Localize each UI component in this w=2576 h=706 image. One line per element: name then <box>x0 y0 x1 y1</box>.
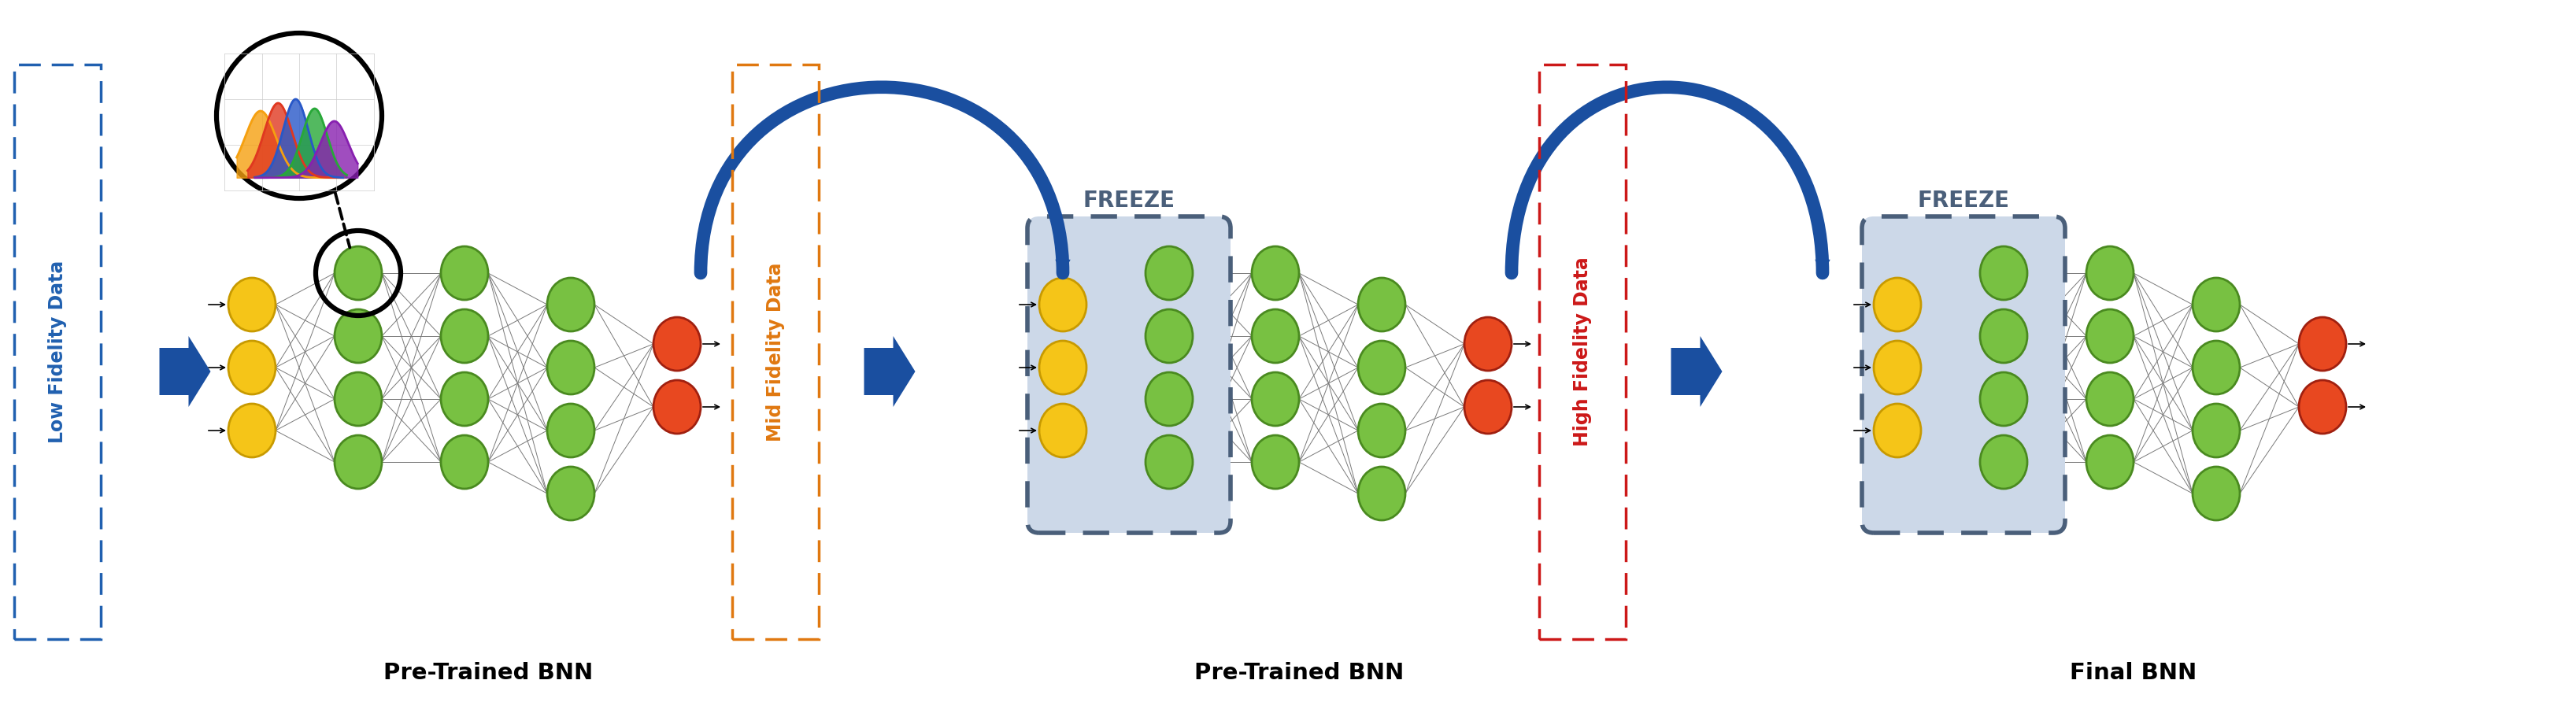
Ellipse shape <box>1038 341 1087 395</box>
Ellipse shape <box>1358 341 1406 395</box>
Ellipse shape <box>229 278 276 331</box>
Ellipse shape <box>654 380 701 433</box>
Ellipse shape <box>2298 380 2347 433</box>
Ellipse shape <box>1146 435 1193 489</box>
Bar <box>15 64 100 639</box>
Text: FREEZE: FREEZE <box>1917 190 2009 212</box>
Ellipse shape <box>2087 435 2133 489</box>
Ellipse shape <box>2192 467 2239 520</box>
Bar <box>1538 64 1625 639</box>
Ellipse shape <box>229 341 276 395</box>
Ellipse shape <box>1038 278 1087 331</box>
Ellipse shape <box>335 435 381 489</box>
Ellipse shape <box>1038 404 1087 457</box>
Ellipse shape <box>2192 278 2239 331</box>
Ellipse shape <box>1981 309 2027 363</box>
FancyArrow shape <box>863 336 914 407</box>
FancyArrow shape <box>160 336 211 407</box>
Ellipse shape <box>546 278 595 331</box>
Ellipse shape <box>440 435 487 489</box>
Ellipse shape <box>1146 372 1193 426</box>
Ellipse shape <box>335 246 381 300</box>
Ellipse shape <box>1146 246 1193 300</box>
Ellipse shape <box>1463 380 1512 433</box>
Ellipse shape <box>1146 309 1193 363</box>
Ellipse shape <box>440 309 487 363</box>
Ellipse shape <box>440 246 487 300</box>
Ellipse shape <box>1252 246 1298 300</box>
Ellipse shape <box>546 467 595 520</box>
Ellipse shape <box>335 309 381 363</box>
FancyBboxPatch shape <box>1862 217 2066 533</box>
Ellipse shape <box>1981 372 2027 426</box>
Ellipse shape <box>1358 404 1406 457</box>
Ellipse shape <box>1873 278 1922 331</box>
Ellipse shape <box>1873 341 1922 395</box>
Ellipse shape <box>1981 435 2027 489</box>
Ellipse shape <box>654 317 701 371</box>
Ellipse shape <box>2192 341 2239 395</box>
Ellipse shape <box>2298 317 2347 371</box>
Ellipse shape <box>440 372 487 426</box>
Ellipse shape <box>1981 246 2027 300</box>
Ellipse shape <box>1252 435 1298 489</box>
Ellipse shape <box>546 341 595 395</box>
Text: Mid Fidelity Data: Mid Fidelity Data <box>765 263 786 441</box>
Ellipse shape <box>1463 317 1512 371</box>
Text: Low Fidelity Data: Low Fidelity Data <box>49 261 67 443</box>
Text: Pre-Trained BNN: Pre-Trained BNN <box>1195 662 1404 684</box>
FancyBboxPatch shape <box>1028 217 1231 533</box>
Ellipse shape <box>335 372 381 426</box>
Text: FREEZE: FREEZE <box>1082 190 1175 212</box>
Ellipse shape <box>1252 309 1298 363</box>
Text: Pre-Trained BNN: Pre-Trained BNN <box>384 662 592 684</box>
Text: Final BNN: Final BNN <box>2071 662 2197 684</box>
Text: High Fidelity Data: High Fidelity Data <box>1574 257 1592 447</box>
FancyArrow shape <box>1672 336 1723 407</box>
Ellipse shape <box>1873 404 1922 457</box>
Ellipse shape <box>1358 467 1406 520</box>
Ellipse shape <box>1252 372 1298 426</box>
Ellipse shape <box>2087 372 2133 426</box>
Ellipse shape <box>229 404 276 457</box>
Ellipse shape <box>2087 309 2133 363</box>
Ellipse shape <box>2087 246 2133 300</box>
Ellipse shape <box>546 404 595 457</box>
Ellipse shape <box>2192 404 2239 457</box>
Ellipse shape <box>1358 278 1406 331</box>
Circle shape <box>216 33 381 198</box>
Bar <box>732 64 819 639</box>
